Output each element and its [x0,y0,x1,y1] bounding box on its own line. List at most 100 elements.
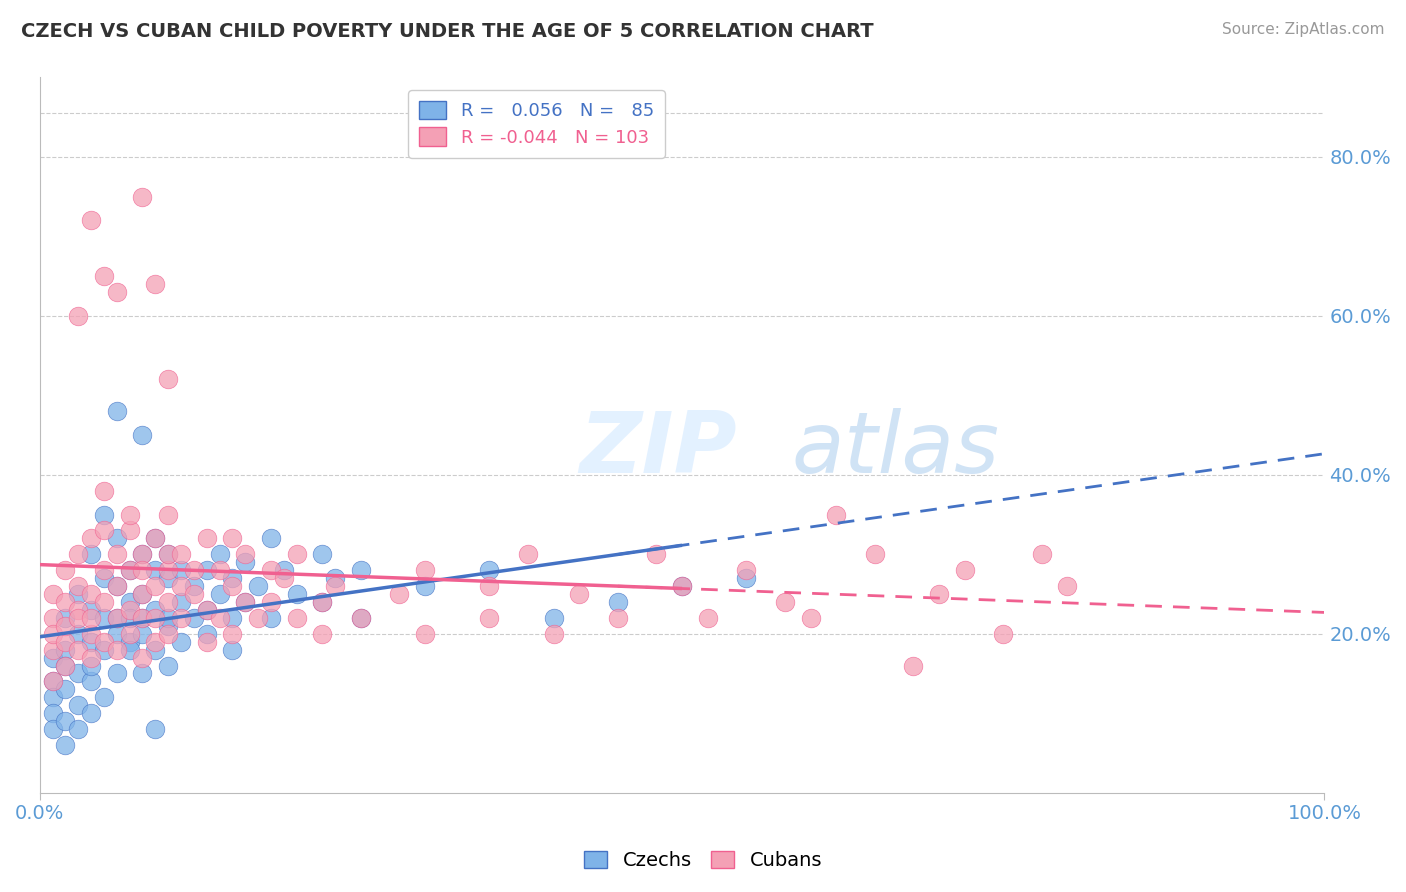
Point [118,611,141,625]
Point [118,634,141,648]
Point [55,658,77,673]
Point [478,563,501,577]
Point [131,666,153,681]
Point [143,532,166,546]
Point [208,587,231,601]
Point [143,642,166,657]
Point [55,658,77,673]
Point [41,611,63,625]
Point [118,603,141,617]
Point [93,595,115,609]
Point [131,547,153,561]
Point [131,650,153,665]
Point [118,524,141,538]
Point [208,547,231,561]
Point [221,642,243,657]
Point [105,611,128,625]
Point [195,626,218,640]
Point [55,642,77,657]
Point [67,587,90,601]
Point [350,611,373,625]
Point [233,595,256,609]
Point [93,571,115,585]
Point [143,611,166,625]
Point [131,547,153,561]
Point [41,706,63,721]
Point [93,508,115,522]
Point [260,595,283,609]
Point [41,690,63,705]
Point [55,738,77,752]
Point [195,603,218,617]
Point [143,532,166,546]
Point [157,658,180,673]
Point [388,587,411,601]
Point [80,603,103,617]
Point [543,611,565,625]
Point [131,587,153,601]
Point [105,626,128,640]
Point [131,428,153,442]
Point [67,611,90,625]
Point [413,563,436,577]
Point [105,642,128,657]
Point [311,595,333,609]
Point [143,277,166,291]
Point [80,587,103,601]
Point [311,547,333,561]
Point [118,626,141,640]
Point [260,563,283,577]
Point [170,547,193,561]
Point [80,213,103,227]
Point [80,611,103,625]
Point [993,626,1015,640]
Point [323,579,346,593]
Point [195,532,218,546]
Point [143,722,166,736]
Point [773,595,796,609]
Legend: Czechs, Cubans: Czechs, Cubans [576,843,830,878]
Point [606,611,628,625]
Point [41,642,63,657]
Point [606,595,628,609]
Point [195,563,218,577]
Point [80,674,103,689]
Point [131,611,153,625]
Point [41,650,63,665]
Point [233,555,256,569]
Point [93,269,115,284]
Point [233,595,256,609]
Point [105,579,128,593]
Point [1056,579,1078,593]
Point [105,532,128,546]
Point [903,658,925,673]
Point [80,658,103,673]
Point [221,532,243,546]
Point [311,626,333,640]
Point [105,285,128,299]
Point [131,587,153,601]
Point [157,571,180,585]
Point [568,587,591,601]
Text: ZIP: ZIP [579,408,737,491]
Point [233,547,256,561]
Point [41,587,63,601]
Point [413,579,436,593]
Point [93,634,115,648]
Text: atlas: atlas [792,408,1000,491]
Point [323,571,346,585]
Point [55,682,77,697]
Point [247,579,270,593]
Point [170,595,193,609]
Point [170,634,193,648]
Point [55,634,77,648]
Text: Source: ZipAtlas.com: Source: ZipAtlas.com [1222,22,1385,37]
Point [953,563,976,577]
Point [183,611,205,625]
Point [1031,547,1053,561]
Point [183,579,205,593]
Point [825,508,848,522]
Point [285,611,308,625]
Point [543,626,565,640]
Point [195,634,218,648]
